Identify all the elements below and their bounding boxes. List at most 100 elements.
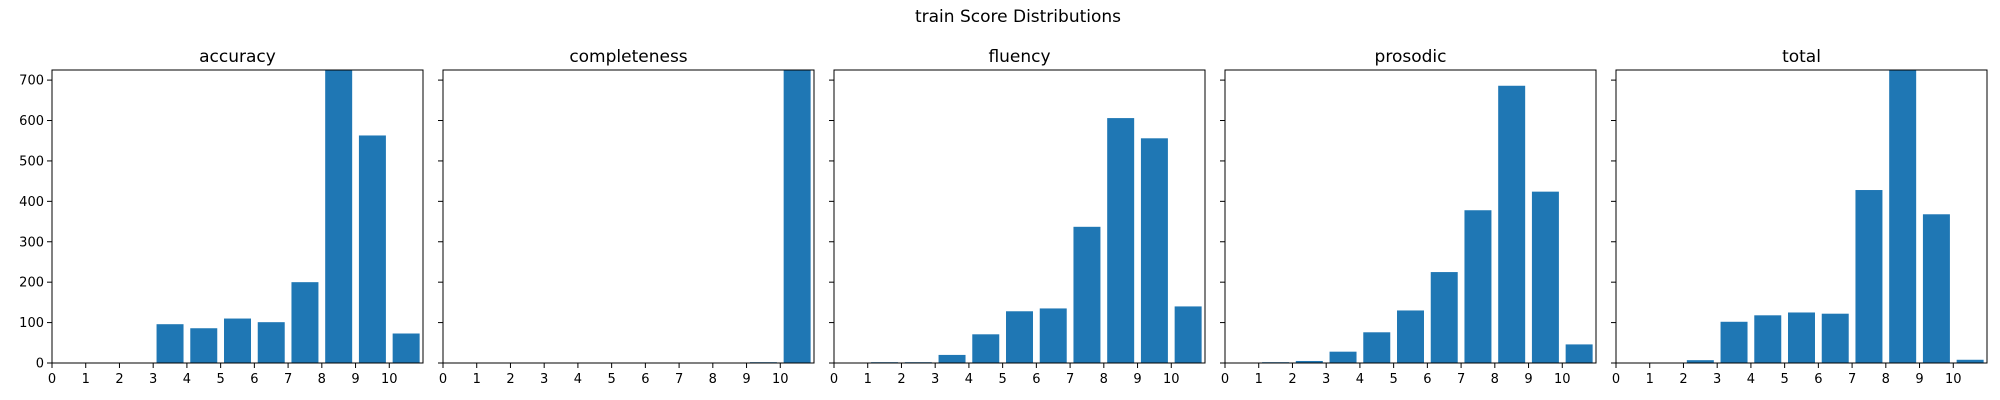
xtick-label-4: 4 — [965, 372, 973, 387]
xtick-label-0: 0 — [1221, 372, 1229, 387]
bar-total-8 — [1889, 70, 1917, 363]
bar-accuracy-5 — [224, 318, 251, 363]
xtick-label-1: 1 — [82, 372, 90, 387]
xtick-label-5: 5 — [607, 372, 615, 387]
xtick-label-3: 3 — [1322, 372, 1330, 387]
ytick-label-300: 300 — [19, 235, 44, 250]
ytick-label-700: 700 — [19, 74, 44, 89]
xtick-label-7: 7 — [1066, 372, 1074, 387]
bar-total-7 — [1855, 190, 1883, 363]
xtick-label-5: 5 — [1780, 372, 1788, 387]
bars-completeness — [749, 70, 811, 363]
xtick-label-10: 10 — [772, 372, 789, 387]
bar-accuracy-10 — [392, 333, 420, 363]
xtick-label-3: 3 — [540, 372, 548, 387]
panel-title-accuracy: accuracy — [199, 47, 276, 67]
bar-accuracy-4 — [190, 328, 218, 363]
xtick-label-4: 4 — [1356, 372, 1364, 387]
xtick-label-10: 10 — [1163, 372, 1180, 387]
bar-prosodic-7 — [1464, 210, 1492, 363]
axes-frame-completeness — [442, 69, 815, 364]
bar-prosodic-8 — [1498, 85, 1526, 363]
chart-panel-fluency: fluency 0 1 2 3 4 5 6 7 8 9 10 — [829, 47, 1206, 387]
chart-panel-completeness: completeness 0 1 2 3 4 5 6 7 8 9 10 — [438, 47, 815, 387]
xtick-label-5: 5 — [216, 372, 224, 387]
xtick-label-2: 2 — [115, 372, 123, 387]
xtick-label-2: 2 — [506, 372, 514, 387]
bar-prosodic-4 — [1363, 332, 1391, 363]
bar-prosodic-5 — [1397, 310, 1424, 363]
bar-fluency-5 — [1006, 311, 1033, 363]
xtick-label-9: 9 — [1524, 372, 1532, 387]
bars-accuracy — [156, 70, 420, 363]
ytick-label-0: 0 — [36, 357, 44, 372]
bar-accuracy-7 — [291, 282, 319, 363]
xtick-label-8: 8 — [1491, 372, 1499, 387]
bar-total-9 — [1922, 214, 1950, 363]
xtick-label-6: 6 — [1032, 372, 1040, 387]
bar-fluency-10 — [1174, 306, 1202, 363]
xtick-label-1: 1 — [864, 372, 872, 387]
xtick-label-8: 8 — [318, 372, 326, 387]
bars-prosodic — [1262, 85, 1593, 363]
bar-prosodic-2 — [1295, 360, 1323, 363]
axes-frame-total — [1615, 69, 1988, 364]
bar-prosodic-3 — [1329, 351, 1357, 363]
xtick-label-7: 7 — [284, 372, 292, 387]
panel-title-total: total — [1782, 47, 1821, 67]
panel-title-completeness: completeness — [569, 47, 687, 67]
xtick-label-0: 0 — [830, 372, 838, 387]
xtick-label-1: 1 — [1646, 372, 1654, 387]
xtick-label-4: 4 — [574, 372, 582, 387]
xtick-label-1: 1 — [1255, 372, 1263, 387]
bar-prosodic-9 — [1531, 191, 1559, 363]
xtick-label-9: 9 — [1133, 372, 1141, 387]
xtick-label-8: 8 — [1882, 372, 1890, 387]
xtick-label-5: 5 — [1389, 372, 1397, 387]
figure-title: train Score Distributions — [915, 7, 1121, 27]
ytick-label-500: 500 — [19, 154, 44, 169]
xtick-label-7: 7 — [1848, 372, 1856, 387]
xtick-label-0: 0 — [1612, 372, 1620, 387]
axes-frame-fluency — [833, 69, 1206, 364]
ytick-label-200: 200 — [19, 276, 44, 291]
bar-accuracy-6 — [257, 322, 285, 363]
bar-total-4 — [1754, 315, 1782, 363]
bar-total-10 — [1956, 359, 1984, 363]
xtick-label-8: 8 — [1100, 372, 1108, 387]
xtick-label-6: 6 — [1423, 372, 1431, 387]
xtick-label-5: 5 — [998, 372, 1006, 387]
bar-completeness-10 — [783, 70, 811, 363]
bars-fluency — [871, 118, 1202, 363]
bar-fluency-3 — [938, 354, 966, 363]
xtick-label-0: 0 — [48, 372, 56, 387]
panel-title-fluency: fluency — [988, 47, 1050, 67]
xtick-label-9: 9 — [351, 372, 359, 387]
xtick-label-2: 2 — [1679, 372, 1687, 387]
xtick-label-3: 3 — [1713, 372, 1721, 387]
xtick-label-10: 10 — [1554, 372, 1571, 387]
ytick-label-100: 100 — [19, 316, 44, 331]
xtick-label-7: 7 — [1457, 372, 1465, 387]
xtick-label-7: 7 — [675, 372, 683, 387]
chart-panel-prosodic: prosodic 0 1 2 3 4 5 6 7 8 9 10 — [1220, 47, 1597, 387]
bar-total-5 — [1788, 312, 1815, 363]
xtick-label-10: 10 — [381, 372, 398, 387]
bar-total-3 — [1720, 321, 1748, 363]
bar-accuracy-3 — [156, 324, 184, 363]
bar-prosodic-10 — [1565, 344, 1593, 363]
xtick-label-6: 6 — [250, 372, 258, 387]
xtick-label-10: 10 — [1945, 372, 1962, 387]
xtick-label-2: 2 — [1288, 372, 1296, 387]
bars-total — [1686, 70, 1984, 363]
xtick-label-9: 9 — [1915, 372, 1923, 387]
xtick-label-8: 8 — [709, 372, 717, 387]
bar-fluency-7 — [1073, 226, 1101, 363]
bar-fluency-9 — [1140, 138, 1168, 363]
ytick-label-400: 400 — [19, 195, 44, 210]
bar-prosodic-6 — [1430, 272, 1458, 363]
panel-title-prosodic: prosodic — [1375, 47, 1447, 67]
bar-total-6 — [1821, 313, 1849, 363]
